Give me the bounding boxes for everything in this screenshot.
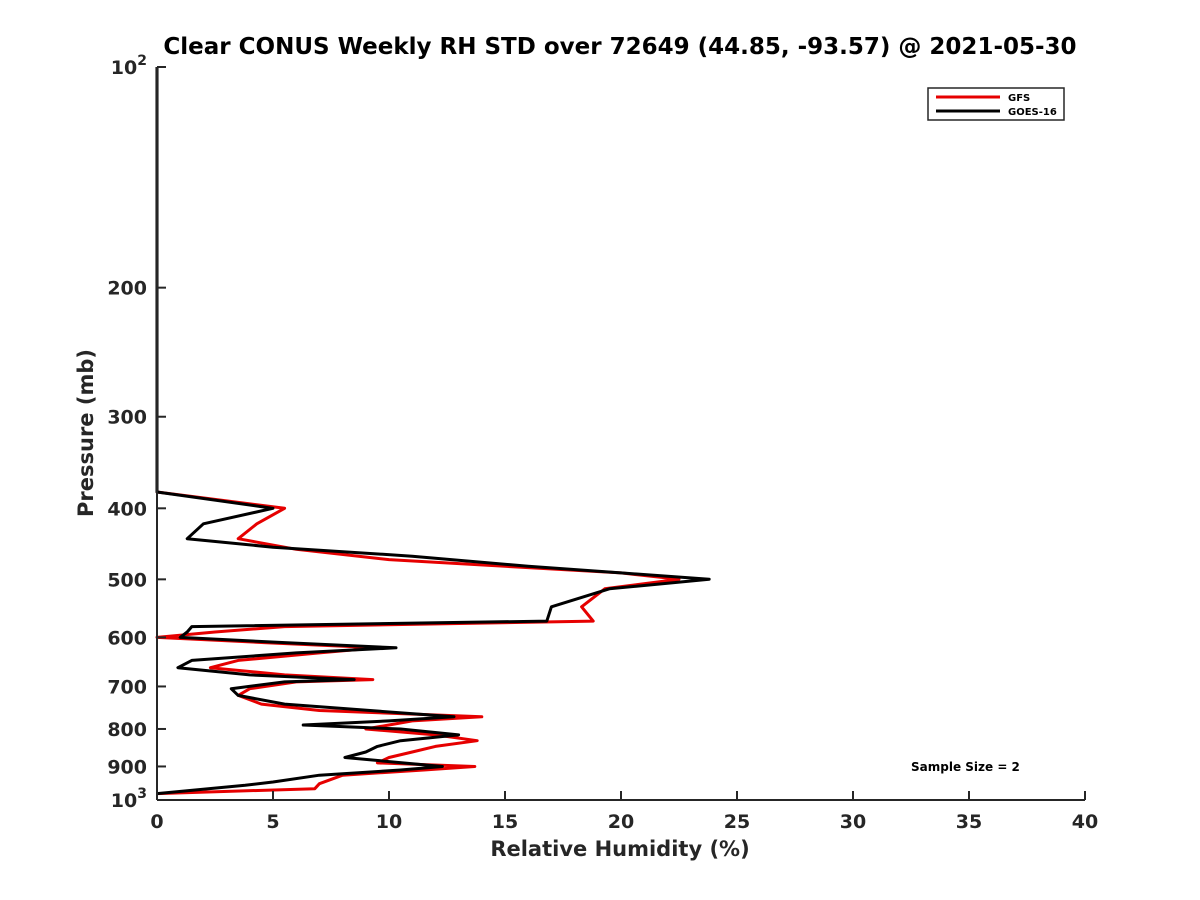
- x-tick-label: 35: [956, 811, 982, 833]
- x-tick-label: 5: [266, 811, 279, 833]
- x-tick-label: 30: [840, 811, 866, 833]
- chart-title: Clear CONUS Weekly RH STD over 72649 (44…: [163, 34, 1076, 60]
- y-tick-label: 600: [107, 627, 147, 649]
- y-tick-label: 300: [107, 407, 147, 429]
- y-tick-label: 102: [111, 53, 147, 79]
- x-tick-label: 20: [608, 811, 634, 833]
- x-tick-label: 40: [1072, 811, 1098, 833]
- x-tick-label: 0: [150, 811, 163, 833]
- legend-label: GFS: [1008, 93, 1030, 104]
- y-tick-label: 900: [107, 756, 147, 778]
- series-layer: [155, 67, 711, 796]
- y-tick-label: 200: [107, 278, 147, 300]
- y-axis-title: Pressure (mb): [74, 349, 98, 517]
- y-tick-label: 800: [107, 719, 147, 741]
- x-tick-label: 15: [492, 811, 518, 833]
- series-line-goes-16: [155, 67, 711, 796]
- y-tick-label: 103: [111, 786, 147, 812]
- plot-area: [157, 67, 1085, 800]
- legend: GFS GOES-16: [927, 87, 1065, 121]
- y-tick-label: 400: [107, 498, 147, 520]
- y-tick-label: 500: [107, 569, 147, 591]
- legend-box: [927, 87, 1065, 121]
- sample-size-annotation: Sample Size = 2: [911, 760, 1020, 774]
- x-tick-label: 10: [376, 811, 402, 833]
- legend-label: GOES-16: [1008, 107, 1057, 118]
- x-axis-title: Relative Humidity (%): [490, 837, 749, 861]
- axes-layer: 0 5 10 15 20 25 30 35 40 102 200 300 400 500 600 700 800…: [107, 53, 1098, 833]
- x-tick-label: 25: [724, 811, 750, 833]
- y-tick-label: 700: [107, 676, 147, 698]
